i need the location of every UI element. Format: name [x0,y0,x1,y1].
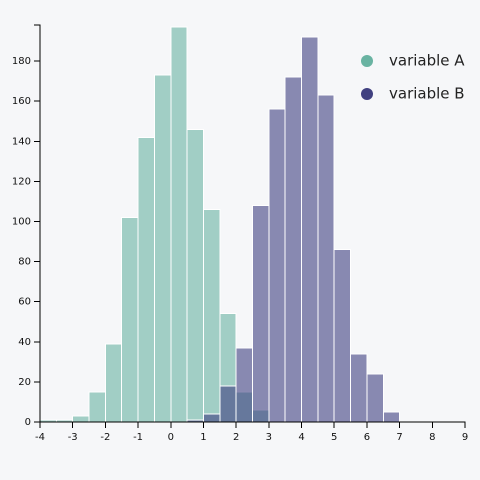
bar-a-2 [72,415,90,423]
x-tick-label: 2 [233,432,239,443]
bar-a-6 [137,136,155,423]
y-tick-label: 20 [18,377,31,388]
y-axis-line [34,24,41,423]
y-tick-label: 180 [12,56,31,67]
bar-a-10 [202,208,221,423]
y-tick-label: 140 [12,136,31,147]
bar-b-5 [268,108,286,423]
x-tick-label: 6 [364,432,370,443]
bar-b-1 [202,413,221,423]
y-tick-label: 0 [25,417,31,428]
y-tick-label: 160 [12,96,31,107]
legend-swatch-b [361,88,373,100]
legend-label-a: variable A [389,52,465,70]
x-tick-label: 8 [429,432,435,443]
bar-b-9 [333,249,352,423]
bar-b-3 [235,347,253,423]
bar-a-5 [121,216,139,423]
bar-b-4 [252,204,270,423]
bar-b-2 [219,385,237,423]
legend-swatch-a [361,55,373,67]
x-tick-label: 5 [331,432,337,443]
legend-item-a: variable A [361,52,465,70]
bar-a-9 [186,128,204,423]
bar-a-4 [104,343,123,423]
bar-a-7 [153,74,172,423]
series-b-bars [186,36,401,423]
x-tick-label: -1 [133,432,143,443]
x-tick-label: 7 [396,432,402,443]
bar-a-8 [170,26,188,423]
y-tick-label: 100 [12,216,31,227]
x-axis: -4 -3 -2 -1 0 1 2 3 4 5 6 7 8 9 [35,421,468,443]
x-tick-label: 1 [200,432,206,443]
x-axis-line [39,421,466,428]
x-tick-label: -2 [100,432,110,443]
y-tick-label: 80 [18,257,31,268]
legend-item-b: variable B [361,85,465,103]
x-tick-label: 3 [266,432,272,443]
bar-b-11 [366,373,384,423]
bar-b-10 [350,353,368,423]
x-tick-label: -3 [68,432,78,443]
y-tick-label: 40 [18,337,31,348]
bar-b-12 [382,411,401,423]
legend-label-b: variable B [389,85,465,103]
x-tick-label: -4 [35,432,45,443]
x-tick-label: 4 [298,432,304,443]
bar-a-3 [88,391,106,423]
x-tick-label: 0 [168,432,174,443]
bar-b-8 [317,94,335,423]
x-tick-label: 9 [462,432,468,443]
legend: variable A variable B [361,52,465,103]
bar-b-7 [301,36,319,423]
series-a-bars [39,26,270,423]
y-tick-label: 60 [18,297,31,308]
bar-b-6 [284,76,303,423]
y-tick-label: 120 [12,176,31,187]
y-axis: 0 20 40 60 80 100 120 140 160 180 [12,24,41,428]
